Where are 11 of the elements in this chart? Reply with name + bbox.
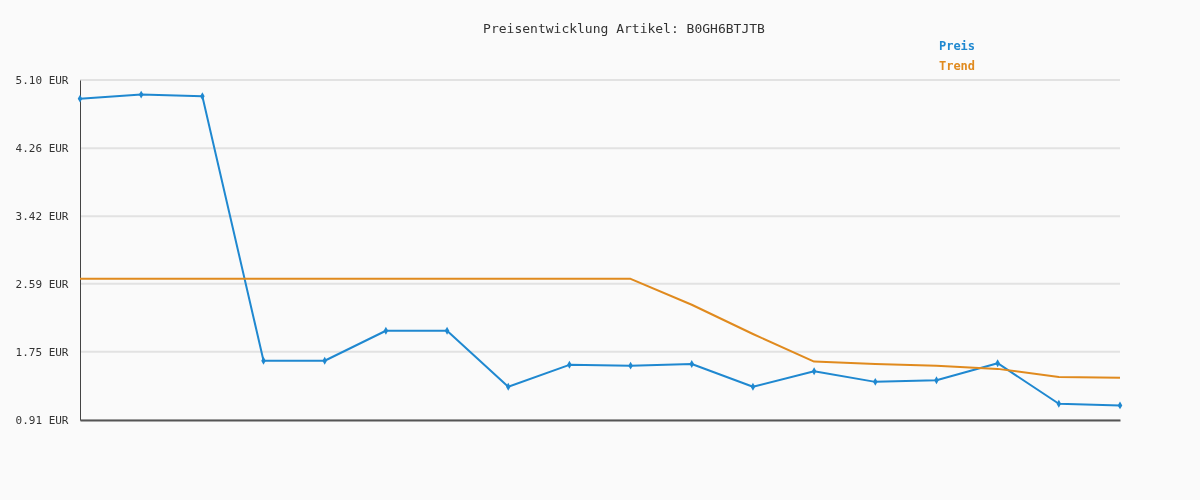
y-tick-label: 0.91 EUR [15, 414, 69, 428]
text: Trend [938, 59, 976, 73]
y-tick-label: 3.42 EUR [15, 210, 69, 224]
line-series [79, 277, 1121, 379]
y-tick-label: 2.59 EUR [15, 277, 69, 291]
chart-title: Preisentwicklung Artikel: B0GH6BTJTB [483, 21, 766, 36]
text: Preis [938, 39, 976, 53]
point [689, 360, 695, 368]
y-tick-label: 5.10 EUR [15, 74, 69, 88]
y-tick-label: 1.75 EUR [15, 345, 69, 359]
y-tick-label: 4.26 EUR [15, 142, 69, 156]
